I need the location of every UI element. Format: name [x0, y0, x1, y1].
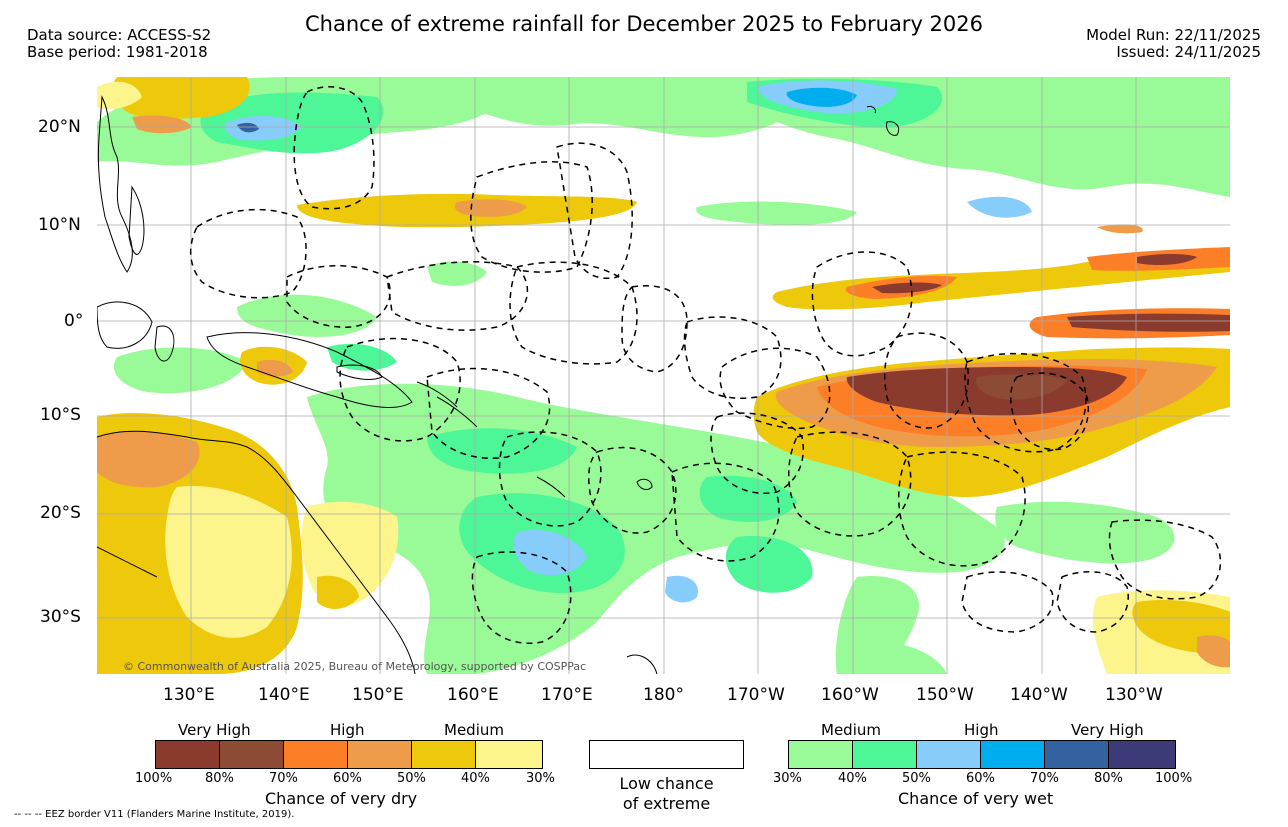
wet-colorbar [788, 740, 1176, 769]
dry-category-medium: Medium [444, 721, 504, 739]
issued-date-text: Issued: 24/11/2025 [1116, 43, 1261, 61]
map-gridlines [97, 77, 1230, 674]
low-chance-line1: Low chance [619, 774, 714, 793]
dry-regions [97, 77, 1230, 674]
wet-swatch-80-100 [1109, 741, 1175, 768]
lon-label-150w: 150°W [916, 685, 974, 705]
dry-tick-60: 60% [333, 771, 362, 786]
data-source-text: Data source: ACCESS-S2 [27, 26, 212, 44]
dry-legend-caption: Chance of very dry [265, 789, 418, 808]
lat-label-equator: 0° [64, 311, 84, 331]
wet-tick-80: 80% [1094, 771, 1123, 786]
copyright-notice: © Commonwealth of Australia 2025, Bureau… [123, 660, 587, 673]
map-title: Chance of extreme rainfall for December … [305, 12, 983, 36]
eez-border-note: -- -- -- EEZ border V11 (Flanders Marine… [14, 809, 295, 820]
lon-label-140w: 140°W [1010, 685, 1068, 705]
lon-label-160w: 160°W [821, 685, 879, 705]
model-run-text: Model Run: 22/11/2025 [1086, 26, 1261, 44]
low-chance-label: Low chance of extreme [589, 774, 744, 814]
dry-tick-50: 50% [397, 771, 426, 786]
wet-category-very-high: Very High [1071, 721, 1144, 739]
lon-label-160e: 160°E [447, 685, 499, 705]
lon-label-170w: 170°W [727, 685, 785, 705]
wet-tick-30: 30% [773, 771, 802, 786]
lat-label-10n: 10°N [38, 215, 81, 235]
lon-label-130e: 130°E [163, 685, 215, 705]
low-chance-line2: of extreme [622, 794, 711, 813]
dry-colorbar [155, 740, 543, 769]
wet-tick-40: 40% [838, 771, 867, 786]
wet-swatch-40-50 [853, 741, 917, 768]
dry-tick-70: 70% [269, 771, 298, 786]
wet-tick-60: 60% [966, 771, 995, 786]
wet-tick-70: 70% [1030, 771, 1059, 786]
wet-tick-100: 100% [1155, 771, 1193, 786]
wet-category-medium: Medium [821, 721, 881, 739]
dry-swatch-100-80 [156, 741, 220, 768]
lon-label-130w: 130°W [1105, 685, 1163, 705]
data-source-info: Data source: ACCESS-S2 Base period: 1981… [27, 27, 211, 61]
dry-tick-30: 30% [526, 771, 555, 786]
lon-label-150e: 150°E [352, 685, 404, 705]
land-outlines [97, 95, 900, 674]
dry-swatch-80-70 [220, 741, 284, 768]
lon-label-140e: 140°E [258, 685, 310, 705]
model-run-info: Model Run: 22/11/2025 Issued: 24/11/2025 [1086, 27, 1261, 61]
wet-category-high: High [964, 721, 999, 739]
rainfall-map [97, 77, 1230, 674]
dry-swatch-70-60 [284, 741, 348, 768]
dry-tick-80: 80% [205, 771, 234, 786]
eez-borders [190, 86, 1222, 644]
lon-label-180: 180° [643, 685, 684, 705]
wet-legend-caption: Chance of very wet [898, 789, 1054, 808]
wet-tick-50: 50% [902, 771, 931, 786]
dry-swatch-50-40 [412, 741, 476, 768]
low-chance-swatch [589, 740, 744, 769]
wet-swatch-60-70 [981, 741, 1045, 768]
wet-swatch-70-80 [1045, 741, 1109, 768]
dry-swatch-40-30 [476, 741, 542, 768]
dry-category-very-high: Very High [178, 721, 251, 739]
lat-label-30s: 30°S [40, 607, 81, 627]
dry-category-high: High [330, 721, 365, 739]
lon-label-170e: 170°E [541, 685, 593, 705]
base-period-text: Base period: 1981-2018 [27, 43, 208, 61]
lat-label-20s: 20°S [40, 503, 81, 523]
dry-tick-100: 100% [135, 771, 173, 786]
dry-swatch-60-50 [348, 741, 412, 768]
dry-tick-40: 40% [461, 771, 490, 786]
wet-swatch-30-40 [789, 741, 853, 768]
lat-label-20n: 20°N [38, 117, 81, 137]
wet-swatch-50-60 [917, 741, 981, 768]
lat-label-10s: 10°S [40, 405, 81, 425]
